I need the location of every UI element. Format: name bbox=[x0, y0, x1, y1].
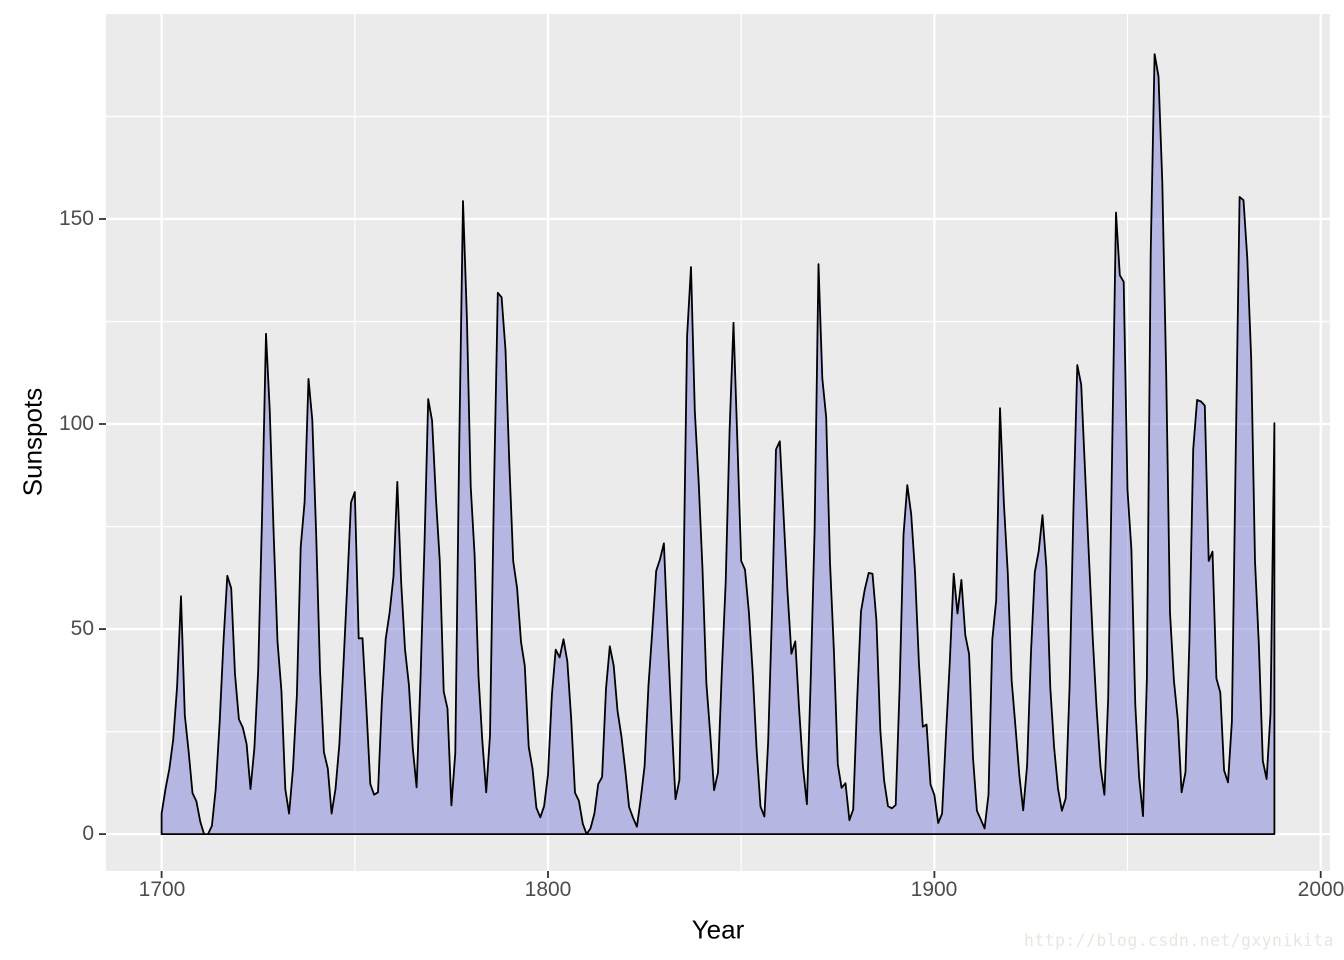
y-axis-title: Sunspots bbox=[17, 387, 48, 497]
x-axis-title: Year bbox=[691, 914, 745, 945]
sunspots-area-series bbox=[160, 53, 1276, 835]
watermark-url: http://blog.csdn.net/gxynikita bbox=[1023, 931, 1334, 950]
